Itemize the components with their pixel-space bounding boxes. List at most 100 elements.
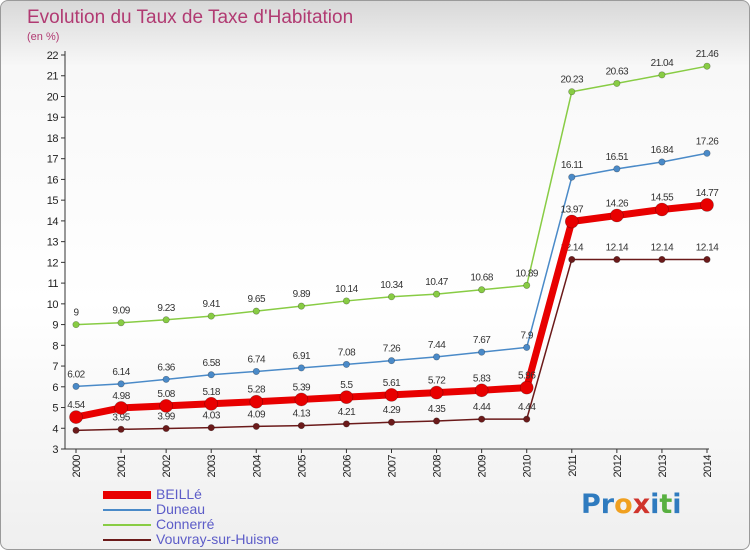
data-label-beill-: 14.77 <box>696 188 719 199</box>
data-point-duneau <box>207 371 215 379</box>
legend-label-beille: BEILLé <box>156 486 202 502</box>
data-label-beill-: 14.55 <box>651 192 674 203</box>
data-label-connerr-: 9.41 <box>202 299 220 310</box>
data-point-duneau <box>568 173 576 181</box>
legend-swatch-beille <box>103 491 151 499</box>
data-point-duneau <box>252 367 260 375</box>
data-point-vouvray-sur-huisne <box>613 255 621 263</box>
y-tick-label: 15 <box>47 195 59 207</box>
data-point-beill- <box>339 390 354 404</box>
x-tick-label: 2005 <box>296 455 308 478</box>
data-label-beill-: 5.83 <box>473 373 491 384</box>
data-label-duneau: 7.26 <box>383 344 401 355</box>
data-point-vouvray-sur-huisne <box>297 422 305 430</box>
data-label-connerr-: 10.89 <box>515 268 538 279</box>
data-point-connerr- <box>613 79 621 87</box>
logo-letter: i <box>672 489 682 520</box>
data-point-duneau <box>478 348 486 356</box>
data-label-duneau: 6.91 <box>293 351 311 362</box>
data-label-connerr-: 20.63 <box>606 66 629 77</box>
data-point-beill- <box>610 208 624 223</box>
data-point-beill- <box>69 410 83 424</box>
chart-series: 3.93.953.994.034.094.134.214.294.354.444… <box>67 49 720 434</box>
chart-title: Evolution du Taux de Taxe d'Habitation <box>27 7 354 28</box>
legend-swatch-vouvray <box>103 539 151 541</box>
data-label-duneau: 6.02 <box>67 369 85 380</box>
data-label-vouvray-sur-huisne: 12.14 <box>561 242 584 253</box>
data-label-connerr-: 9.23 <box>157 303 175 314</box>
x-tick-label: 2013 <box>657 455 669 478</box>
data-label-beill-: 5.61 <box>383 378 401 389</box>
data-point-connerr- <box>703 62 711 70</box>
data-point-duneau <box>658 158 666 166</box>
y-tick-label: 16 <box>47 174 59 186</box>
y-tick-label: 12 <box>47 257 59 269</box>
data-label-connerr-: 10.34 <box>380 280 403 291</box>
y-tick-label: 3 <box>52 444 58 456</box>
logo-letter: r <box>600 489 615 520</box>
y-tick-label: 13 <box>47 237 59 249</box>
data-point-duneau <box>523 343 531 351</box>
logo-letter: i <box>650 489 660 520</box>
data-point-connerr- <box>207 312 215 320</box>
data-label-vouvray-sur-huisne: 4.13 <box>293 409 311 420</box>
data-point-connerr- <box>72 321 80 329</box>
data-label-duneau: 7.67 <box>473 335 491 346</box>
data-label-vouvray-sur-huisne: 4.21 <box>338 407 356 418</box>
logo-letter: o <box>614 489 633 520</box>
data-label-vouvray-sur-huisne: 12.14 <box>606 242 629 253</box>
data-label-connerr-: 9.65 <box>248 294 266 305</box>
data-label-duneau: 16.51 <box>606 152 629 163</box>
data-point-vouvray-sur-huisne <box>342 420 350 428</box>
data-point-vouvray-sur-huisne <box>252 422 260 430</box>
data-point-connerr- <box>478 286 486 294</box>
data-label-beill-: 4.54 <box>67 400 85 411</box>
y-tick-label: 4 <box>52 423 58 435</box>
data-point-beill- <box>564 214 579 229</box>
y-tick-label: 22 <box>47 50 59 62</box>
x-tick-label: 2006 <box>341 455 353 478</box>
data-label-vouvray-sur-huisne: 12.14 <box>696 242 719 253</box>
data-point-beill- <box>249 394 264 409</box>
data-point-connerr- <box>297 302 305 310</box>
data-point-duneau <box>162 375 170 383</box>
data-label-beill-: 5.96 <box>518 371 536 382</box>
data-point-beill- <box>159 399 173 413</box>
data-label-duneau: 7.08 <box>338 347 356 358</box>
proxiti-logo: Proxiti <box>581 489 682 520</box>
data-point-vouvray-sur-huisne <box>387 418 395 426</box>
data-label-duneau: 7.44 <box>428 340 446 351</box>
data-point-duneau <box>342 360 350 368</box>
data-label-beill-: 5.5 <box>340 380 353 391</box>
x-tick-label: 2007 <box>387 455 399 478</box>
data-point-connerr- <box>162 316 170 324</box>
data-label-connerr-: 20.23 <box>561 75 584 86</box>
y-tick-label: 8 <box>52 340 58 352</box>
data-point-beill- <box>700 198 714 212</box>
data-label-vouvray-sur-huisne: 4.09 <box>248 409 266 420</box>
x-tick-label: 2012 <box>612 455 624 478</box>
data-label-duneau: 16.84 <box>651 145 674 156</box>
data-label-duneau: 6.58 <box>202 358 220 369</box>
data-label-vouvray-sur-huisne: 3.99 <box>157 411 175 422</box>
data-point-beill- <box>204 396 219 411</box>
data-label-duneau: 17.26 <box>696 136 719 147</box>
data-label-connerr-: 9.89 <box>293 289 311 300</box>
legend-label-vouvray: Vouvray-sur-Huisne <box>156 531 279 547</box>
data-label-beill-: 13.97 <box>561 205 584 216</box>
x-tick-label: 2000 <box>71 455 83 478</box>
y-tick-label: 21 <box>47 71 59 83</box>
chart-axes: 3 4 5 6 7 8 9 10 11 12 13 14 15 16 17 18 19 20 21 22 2000 200… <box>47 50 714 477</box>
data-point-connerr- <box>387 293 395 301</box>
data-label-vouvray-sur-huisne: 4.35 <box>428 404 446 415</box>
data-label-beill-: 4.98 <box>112 391 130 402</box>
logo-letter: P <box>581 489 601 520</box>
y-tick-label: 9 <box>52 320 58 332</box>
legend-label-duneau: Duneau <box>156 501 206 517</box>
data-label-connerr-: 21.46 <box>696 49 719 60</box>
data-point-vouvray-sur-huisne <box>568 255 576 263</box>
data-point-vouvray-sur-huisne <box>207 424 215 432</box>
data-label-duneau: 6.36 <box>157 362 175 373</box>
x-tick-label: 2014 <box>702 455 714 478</box>
